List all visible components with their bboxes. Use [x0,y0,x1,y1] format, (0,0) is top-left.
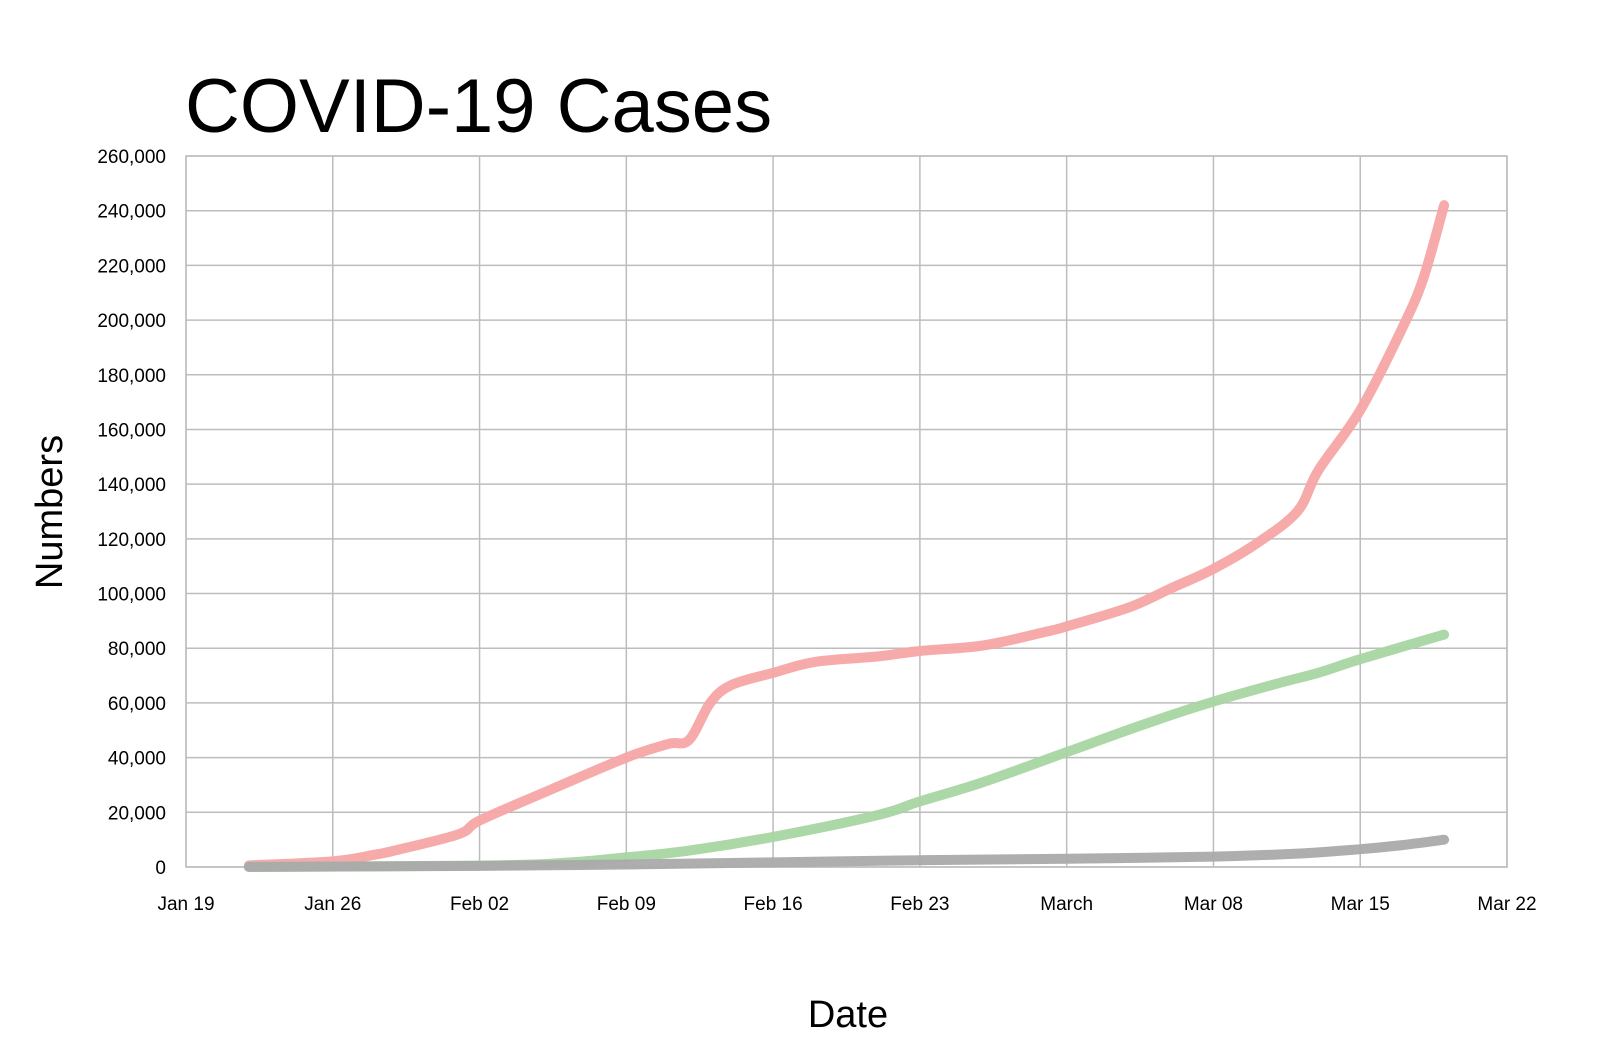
x-axis-label: Date [808,994,888,1036]
x-tick-label: Mar 22 [1477,894,1536,915]
y-axis-ticks: 0 20,000 40,000 60,000 80,000 100,000 120,000 1… [97,147,166,879]
y-tick-label: 160,000 [97,420,166,441]
y-tick-label: 100,000 [97,585,166,606]
series-line-3 [243,834,1450,872]
x-tick-label: Mar 15 [1331,894,1390,915]
x-axis-ticks: Jan 19 Jan 26 Feb 02 Feb 09 Feb 16 Feb 23 Marc… [157,894,1536,915]
series-line-1 [243,200,1450,871]
y-tick-label: 180,000 [97,366,166,387]
chart-title: COVID-19 Cases [185,64,772,149]
y-tick-label: 120,000 [97,530,166,551]
plot-area [185,155,1508,868]
y-tick-label: 220,000 [97,256,166,277]
y-tick-label: 60,000 [108,694,166,715]
x-tick-label: Mar 08 [1184,894,1243,915]
x-tick-label: Feb 23 [890,894,949,915]
series-group [243,200,1450,872]
y-tick-label: 0 [155,858,166,879]
x-tick-label: Jan 19 [157,894,214,915]
y-tick-label: 80,000 [108,639,166,660]
y-tick-label: 260,000 [97,147,166,168]
x-tick-label: Feb 09 [597,894,656,915]
y-tick-label: 240,000 [97,202,166,223]
x-tick-label: Jan 26 [304,894,361,915]
x-tick-label: March [1040,894,1093,915]
x-tick-label: Feb 02 [450,894,509,915]
y-tick-label: 140,000 [97,475,166,496]
y-tick-label: 200,000 [97,311,166,332]
x-tick-label: Feb 16 [744,894,803,915]
y-tick-label: 20,000 [108,803,166,824]
y-axis-label: Numbers [29,435,71,589]
y-tick-label: 40,000 [108,749,166,770]
